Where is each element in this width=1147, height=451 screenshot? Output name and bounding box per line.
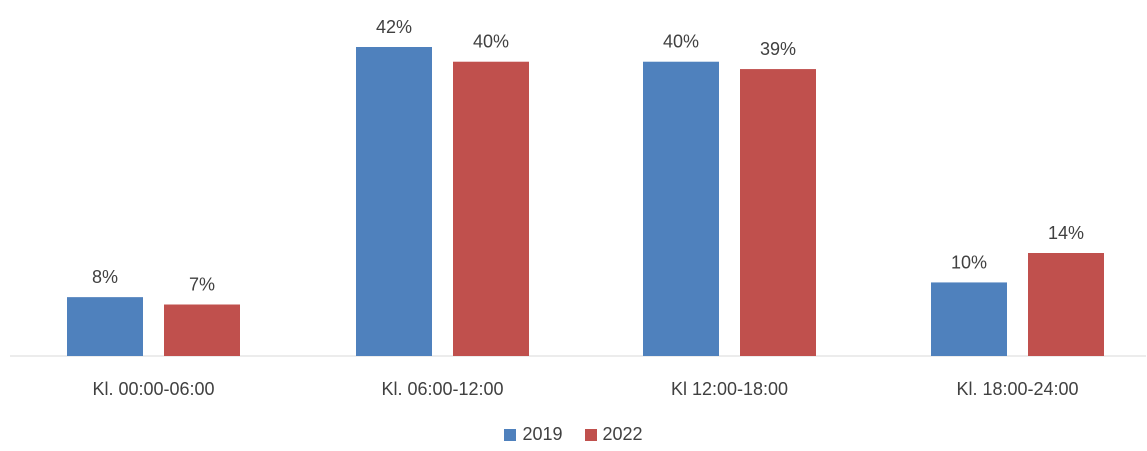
category-label-0: Kl. 00:00-06:00 <box>92 379 214 399</box>
category-label-2: Kl 12:00-18:00 <box>671 379 788 399</box>
data-label-2022-2: 39% <box>760 39 796 59</box>
legend-item-2019: 2019 <box>504 424 563 445</box>
bar-2022-2 <box>740 69 816 357</box>
legend-item-2022: 2022 <box>584 424 643 445</box>
legend-swatch-2022 <box>584 428 597 441</box>
category-label-1: Kl. 06:00-12:00 <box>381 379 503 399</box>
bar-2019-3 <box>931 282 1007 356</box>
category-label-3: Kl. 18:00-24:00 <box>956 379 1078 399</box>
data-label-2022-1: 40% <box>473 32 509 52</box>
data-label-2022-3: 14% <box>1048 223 1084 243</box>
legend-label-2022: 2022 <box>602 424 643 444</box>
data-label-2019-3: 10% <box>951 252 987 272</box>
legend-label-2019: 2019 <box>522 424 563 444</box>
data-label-2022-0: 7% <box>189 275 215 295</box>
legend-swatch-2019 <box>504 428 517 441</box>
data-label-2019-2: 40% <box>663 32 699 52</box>
bar-2019-1 <box>356 47 432 356</box>
bar-2022-0 <box>164 304 240 356</box>
data-label-2019-0: 8% <box>92 267 118 287</box>
bar-2019-2 <box>643 61 719 356</box>
bar-2019-0 <box>67 297 143 356</box>
bar-2022-1 <box>453 61 529 356</box>
legend: 2019 2022 <box>0 424 1147 445</box>
category-labels-layer: Kl. 00:00-06:00 Kl. 06:00-12:00 Kl 12:00-1… <box>92 379 1078 399</box>
bars-layer <box>67 47 1104 357</box>
data-label-2019-1: 42% <box>376 17 412 37</box>
bar-2022-3 <box>1028 253 1104 356</box>
bar-chart: 8% 7%42%40% 40% 39%10%14% Kl. 00:00-06:00 Kl… <box>10 17 1146 399</box>
value-labels-layer: 8% 7% 42% 40% 40% 39% 10% 14% <box>92 17 1084 295</box>
